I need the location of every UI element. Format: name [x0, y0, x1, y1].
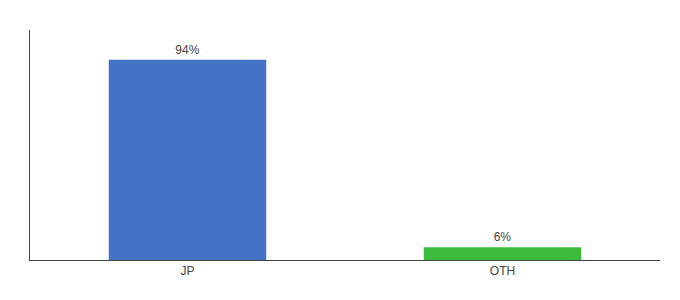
svg-text:94%: 94%: [175, 43, 199, 57]
svg-text:JP: JP: [180, 264, 194, 278]
svg-text:6%: 6%: [494, 230, 512, 244]
svg-text:OTH: OTH: [490, 264, 515, 278]
